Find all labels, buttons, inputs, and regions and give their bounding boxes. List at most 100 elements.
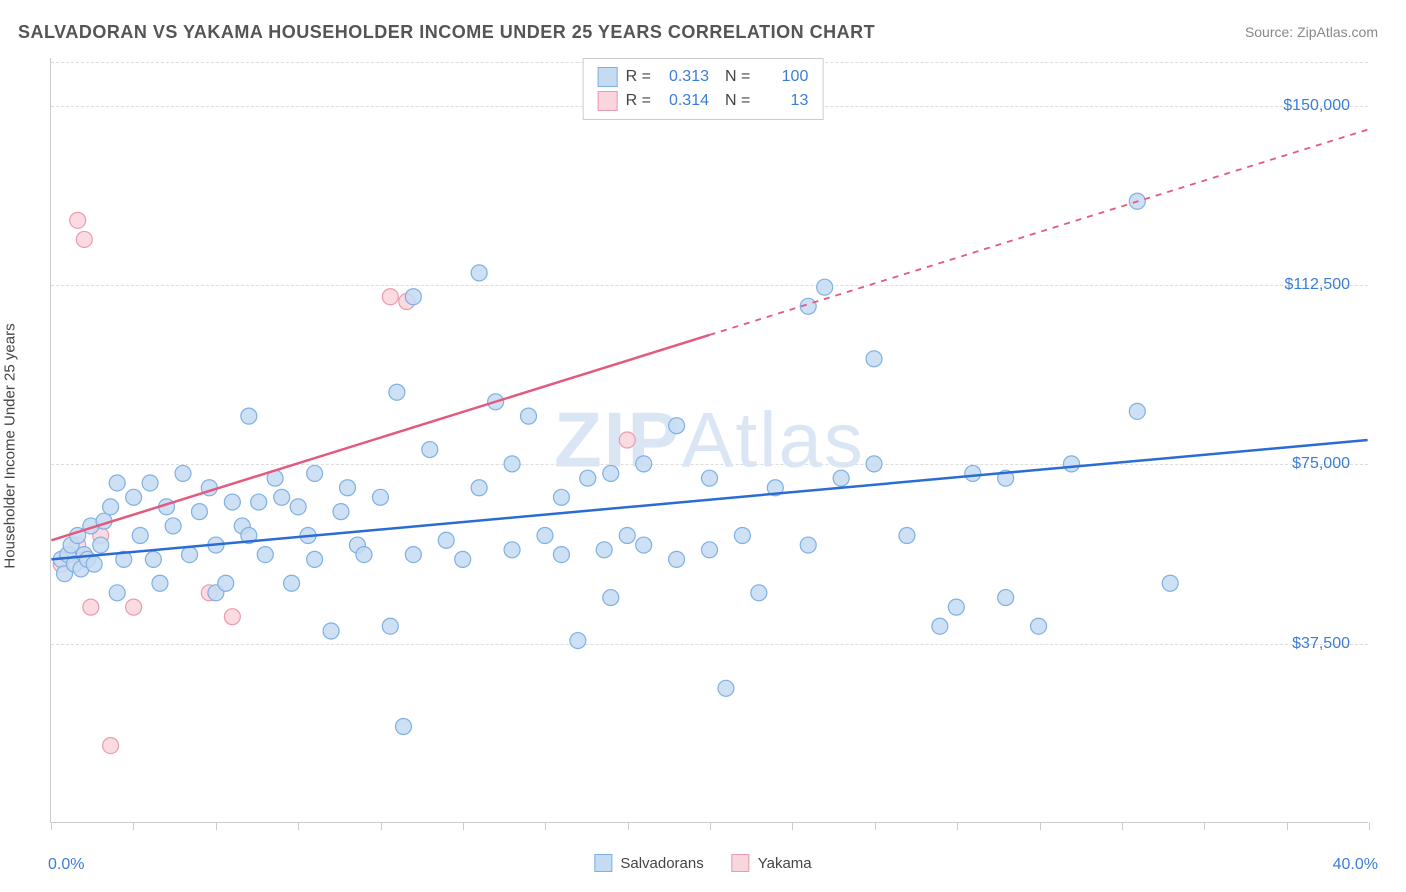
data-point <box>372 489 388 505</box>
x-tick <box>792 822 793 830</box>
data-point <box>521 408 537 424</box>
stats-row-yakama: R = 0.314 N = 13 <box>598 89 809 113</box>
bottom-legend: Salvadorans Yakama <box>594 854 811 872</box>
x-axis-min-label: 0.0% <box>48 856 84 874</box>
data-point <box>126 489 142 505</box>
data-point <box>948 599 964 615</box>
x-tick <box>1204 822 1205 830</box>
x-tick <box>628 822 629 830</box>
data-point <box>619 432 635 448</box>
x-tick <box>710 822 711 830</box>
data-point <box>833 470 849 486</box>
data-point <box>636 537 652 553</box>
data-point <box>241 408 257 424</box>
data-point <box>455 551 471 567</box>
data-point <box>382 618 398 634</box>
data-point <box>83 599 99 615</box>
data-point <box>307 551 323 567</box>
data-point <box>103 738 119 754</box>
data-point <box>290 499 306 515</box>
x-tick <box>545 822 546 830</box>
stats-n-value-2: 13 <box>758 89 808 113</box>
data-point <box>702 542 718 558</box>
data-point <box>389 384 405 400</box>
data-point <box>126 599 142 615</box>
stats-n-label-2: N = <box>725 89 750 113</box>
stats-row-salvadorans: R = 0.313 N = 100 <box>598 65 809 89</box>
data-point <box>274 489 290 505</box>
source-label: Source: ZipAtlas.com <box>1245 24 1378 40</box>
data-point <box>603 590 619 606</box>
x-tick <box>1040 822 1041 830</box>
x-tick <box>875 822 876 830</box>
data-point <box>323 623 339 639</box>
data-point <box>899 528 915 544</box>
data-point <box>702 470 718 486</box>
data-point <box>603 465 619 481</box>
data-point <box>537 528 553 544</box>
legend-label-yakama: Yakama <box>758 855 812 872</box>
data-point <box>395 719 411 735</box>
data-point <box>596 542 612 558</box>
data-point <box>76 231 92 247</box>
data-point <box>93 537 109 553</box>
data-point <box>175 465 191 481</box>
stats-r-value-2: 0.314 <box>659 89 709 113</box>
data-point <box>257 547 273 563</box>
plot-area: ZIPAtlas $37,500$75,000$112,500$150,000 <box>50 58 1368 823</box>
chart-svg <box>51 58 1368 822</box>
data-point <box>866 456 882 472</box>
data-point <box>356 547 372 563</box>
data-point <box>1129 403 1145 419</box>
stats-n-value-1: 100 <box>758 65 808 89</box>
data-point <box>224 609 240 625</box>
x-tick <box>216 822 217 830</box>
data-point <box>132 528 148 544</box>
stats-r-label-1: R = <box>626 65 651 89</box>
data-point <box>1162 575 1178 591</box>
data-point <box>866 351 882 367</box>
data-point <box>669 418 685 434</box>
data-point <box>580 470 596 486</box>
chart-title: SALVADORAN VS YAKAMA HOUSEHOLDER INCOME … <box>18 22 875 43</box>
data-point <box>284 575 300 591</box>
data-point <box>109 475 125 491</box>
chart-container: SALVADORAN VS YAKAMA HOUSEHOLDER INCOME … <box>0 0 1406 892</box>
x-tick <box>298 822 299 830</box>
data-point <box>340 480 356 496</box>
data-point <box>86 556 102 572</box>
data-point <box>405 547 421 563</box>
data-point <box>191 504 207 520</box>
data-point <box>251 494 267 510</box>
data-point <box>553 547 569 563</box>
stats-r-value-1: 0.313 <box>659 65 709 89</box>
x-tick <box>1287 822 1288 830</box>
data-point <box>1031 618 1047 634</box>
x-tick <box>51 822 52 830</box>
data-point <box>471 265 487 281</box>
data-point <box>751 585 767 601</box>
data-point <box>998 590 1014 606</box>
stats-box: R = 0.313 N = 100 R = 0.314 N = 13 <box>583 58 824 120</box>
legend-swatch-yakama <box>732 854 750 872</box>
data-point <box>422 442 438 458</box>
data-point <box>504 542 520 558</box>
data-point <box>570 633 586 649</box>
data-point <box>504 456 520 472</box>
data-point <box>1063 456 1079 472</box>
y-axis-label: Householder Income Under 25 years <box>2 323 19 568</box>
data-point <box>438 532 454 548</box>
data-point <box>152 575 168 591</box>
data-point <box>734 528 750 544</box>
data-point <box>553 489 569 505</box>
stats-r-label-2: R = <box>626 89 651 113</box>
data-point <box>636 456 652 472</box>
data-point <box>307 465 323 481</box>
data-point <box>333 504 349 520</box>
data-point <box>817 279 833 295</box>
x-tick <box>133 822 134 830</box>
data-point <box>145 551 161 567</box>
data-point <box>70 212 86 228</box>
legend-label-salvadorans: Salvadorans <box>620 855 703 872</box>
legend-swatch-salvadorans <box>594 854 612 872</box>
